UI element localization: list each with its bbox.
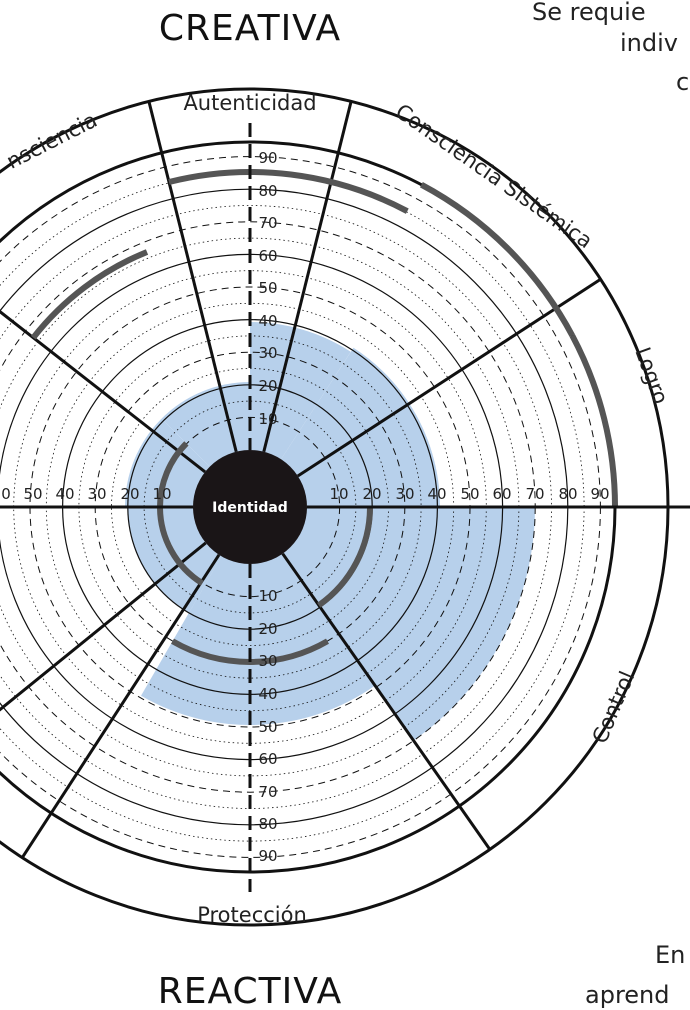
tick-up-30: 30 bbox=[258, 344, 277, 362]
segment-label-logro: Logro bbox=[630, 344, 673, 407]
tick-down-90: 90 bbox=[258, 847, 277, 865]
side-text-top-1: Se requie bbox=[532, 0, 646, 26]
score-arc-8 bbox=[30, 249, 149, 340]
tick-left-60: 0 bbox=[1, 485, 11, 503]
segment-divider-1 bbox=[147, 101, 238, 453]
tick-up-20: 20 bbox=[258, 377, 277, 395]
tick-down-10: 10 bbox=[258, 587, 277, 605]
tick-left-30: 30 bbox=[87, 485, 106, 503]
tick-up-10: 10 bbox=[258, 410, 277, 428]
score-arc-3 bbox=[569, 334, 618, 508]
tick-down-50: 50 bbox=[258, 718, 277, 736]
tick-right-70: 70 bbox=[525, 485, 544, 503]
score-arc-1 bbox=[168, 169, 409, 214]
tick-down-30: 30 bbox=[258, 652, 277, 670]
tick-up-50: 50 bbox=[258, 279, 277, 297]
tick-down-70: 70 bbox=[258, 783, 277, 801]
center-circle bbox=[193, 450, 307, 564]
tick-right-20: 20 bbox=[362, 485, 381, 503]
tick-left-40: 40 bbox=[55, 485, 74, 503]
tick-right-10: 10 bbox=[329, 485, 348, 503]
score-arc-4 bbox=[317, 506, 373, 608]
tick-right-60: 60 bbox=[492, 485, 511, 503]
tick-right-50: 50 bbox=[460, 485, 479, 503]
tick-up-60: 60 bbox=[258, 247, 277, 265]
tick-left-20: 20 bbox=[120, 485, 139, 503]
tick-up-70: 70 bbox=[258, 214, 277, 232]
score-arc-2 bbox=[419, 182, 575, 338]
tick-left-10: 10 bbox=[152, 485, 171, 503]
tick-down-40: 40 bbox=[258, 685, 277, 703]
side-text-top-2: indiv bbox=[620, 29, 678, 57]
tick-down-60: 60 bbox=[258, 750, 277, 768]
segment-divider-3 bbox=[296, 278, 602, 478]
side-text-bottom-1: En bbox=[655, 941, 685, 969]
segment-divider-7 bbox=[0, 309, 207, 474]
segment-label-consciencia-left: nsciencia bbox=[3, 108, 101, 174]
score-arc-7 bbox=[157, 441, 189, 508]
title-creativa: CREATIVA bbox=[159, 8, 341, 49]
tick-down-80: 80 bbox=[258, 815, 277, 833]
segment-divider-5 bbox=[21, 553, 221, 859]
title-reactiva: REACTIVA bbox=[158, 971, 342, 1010]
tick-up-90: 90 bbox=[258, 149, 277, 167]
tick-right-30: 30 bbox=[395, 485, 414, 503]
segment-divider-6 bbox=[0, 541, 207, 712]
tick-up-40: 40 bbox=[258, 312, 277, 330]
center-label: Identidad bbox=[212, 500, 288, 516]
tick-up-80: 80 bbox=[258, 182, 277, 200]
tick-right-40: 40 bbox=[427, 485, 446, 503]
segment-label-proteccion: Protección bbox=[197, 903, 307, 927]
segment-label-control: Control bbox=[588, 668, 640, 747]
segment-label-autenticidad: Autenticidad bbox=[183, 91, 316, 115]
segment-divider-2 bbox=[262, 101, 353, 453]
tick-labels: 10 20 30 40 50 60 70 80 90 10 20 30 40 5… bbox=[1, 149, 609, 865]
tick-right-90: 90 bbox=[590, 485, 609, 503]
tick-left-50: 50 bbox=[23, 485, 42, 503]
tick-right-80: 80 bbox=[558, 485, 577, 503]
score-arc-6 bbox=[157, 506, 204, 586]
score-fill-wedge-4 bbox=[250, 507, 535, 741]
score-fill-area bbox=[124, 321, 535, 741]
segment-label-consciencia-sistemica: Consciencia Sistémica bbox=[391, 99, 597, 253]
side-text-bottom-2: aprend bbox=[585, 981, 670, 1009]
tick-down-20: 20 bbox=[258, 620, 277, 638]
side-text-top-3: c bbox=[676, 68, 689, 96]
